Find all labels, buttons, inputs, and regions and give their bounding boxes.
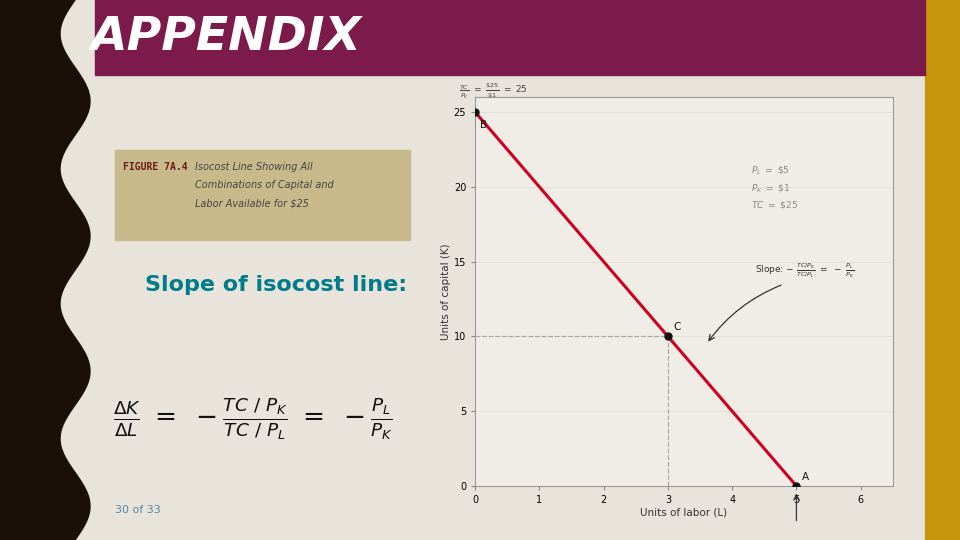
Text: Isocost Line Showing All: Isocost Line Showing All [195, 162, 313, 172]
Text: Slope of isocost line:: Slope of isocost line: [145, 275, 407, 295]
Text: C: C [673, 322, 681, 332]
Text: B: B [480, 120, 488, 130]
Text: APPENDIX: APPENDIX [90, 15, 361, 60]
X-axis label: Units of labor (L): Units of labor (L) [640, 508, 728, 518]
Text: A: A [802, 471, 808, 482]
Text: Labor Available for $25: Labor Available for $25 [195, 198, 309, 208]
Text: $\frac{TC}{P_L}\ =\ \frac{\$25}{\$5}\ =\ 5$: $\frac{TC}{P_L}\ =\ \frac{\$25}{\$5}\ =\… [765, 538, 828, 540]
Text: $\frac{\Delta K}{\Delta L}\ =\ -\frac{TC\ /\ P_K}{TC\ /\ P_L}\ =\ -\frac{P_L}{P_: $\frac{\Delta K}{\Delta L}\ =\ -\frac{TC… [113, 395, 393, 442]
Text: Combinations of Capital and: Combinations of Capital and [195, 180, 334, 190]
Bar [115, 150, 410, 240]
Text: $\frac{TC}{P_K}\ =\ \frac{\$25}{\$1}\ =\ 25$: $\frac{TC}{P_K}\ =\ \frac{\$25}{\$1}\ =\… [459, 82, 528, 100]
Text: FIGURE 7A.4: FIGURE 7A.4 [123, 162, 187, 172]
Text: Slope: $-\ \frac{TC/P_K}{TC/P_L}\ =\ -\ \frac{P_L}{P_K}$: Slope: $-\ \frac{TC/P_K}{TC/P_L}\ =\ -\ … [755, 261, 854, 280]
Text: 30 of 33: 30 of 33 [115, 505, 160, 515]
Y-axis label: Units of capital (K): Units of capital (K) [441, 244, 451, 340]
Bar [95, 0, 925, 75]
Text: $P_L\ =\ \$5$
$P_K\ =\ \$1$
$TC\ =\ \$25$: $P_L\ =\ \$5$ $P_K\ =\ \$1$ $TC\ =\ \$25… [752, 165, 799, 211]
